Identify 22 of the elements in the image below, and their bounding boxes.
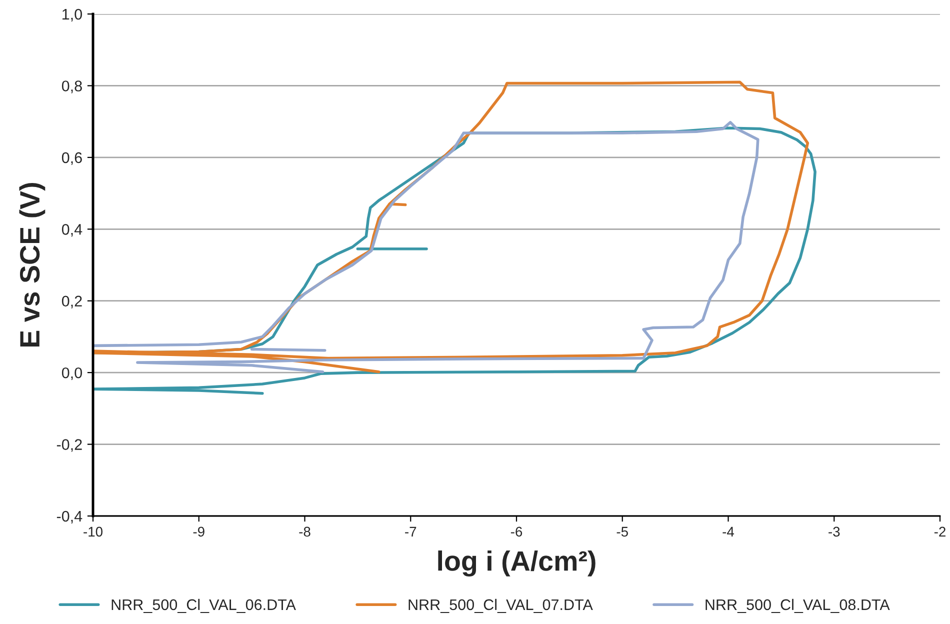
- x-tick-label: -2: [934, 526, 946, 536]
- y-tick-label: 0,0: [62, 367, 82, 380]
- y-axis-title: E vs SCE (V): [19, 183, 46, 346]
- x-tick-label: -10: [84, 526, 102, 537]
- y-tick-label: -0,2: [56, 439, 82, 452]
- y-tick-label: 0,2: [62, 296, 82, 308]
- y-tick-label: 0,8: [62, 80, 82, 94]
- x-tick-label: -8: [299, 526, 310, 537]
- x-tick-label: -5: [616, 526, 628, 537]
- legend-label: NRR_500_Cl_VAL_08.DTA: [706, 598, 890, 613]
- x-tick-label: -4: [722, 526, 734, 536]
- x-tick-label: -3: [828, 526, 840, 537]
- y-tick-label: 0,6: [62, 152, 82, 165]
- legend-label: NRR_500_Cl_VAL_07.DTA: [408, 598, 593, 613]
- y-tick-label: 1,0: [62, 8, 82, 22]
- x-tick-label: -7: [405, 526, 416, 536]
- x-axis-title: log i (A/cm²): [438, 550, 596, 576]
- y-tick-label: 0,4: [62, 224, 82, 237]
- x-tick-label: -6: [510, 526, 522, 537]
- x-tick-label: -9: [193, 526, 204, 537]
- y-tick-label: -0,4: [56, 510, 82, 524]
- legend-label: NRR_500_Cl_VAL_06.DTA: [112, 598, 296, 613]
